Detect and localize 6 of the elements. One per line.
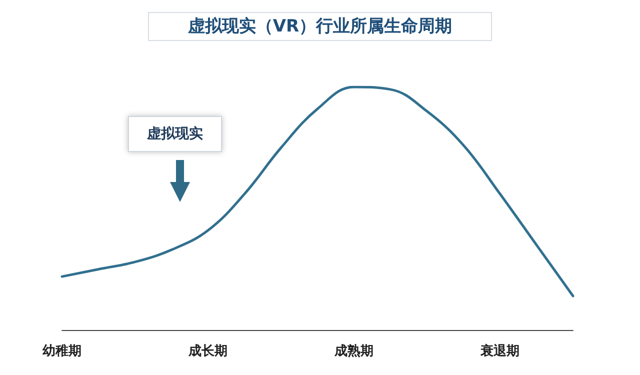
- annotation: 虚拟现实: [146, 125, 203, 142]
- x-tick-label: 幼稚期: [42, 343, 82, 358]
- x-tick-label: 成熟期: [334, 343, 374, 358]
- chart-title: 虚拟现实（VR）行业所属生命周期: [186, 16, 452, 36]
- x-tick-label: 衰退期: [480, 343, 520, 358]
- x-tick-label: 成长期: [188, 343, 228, 358]
